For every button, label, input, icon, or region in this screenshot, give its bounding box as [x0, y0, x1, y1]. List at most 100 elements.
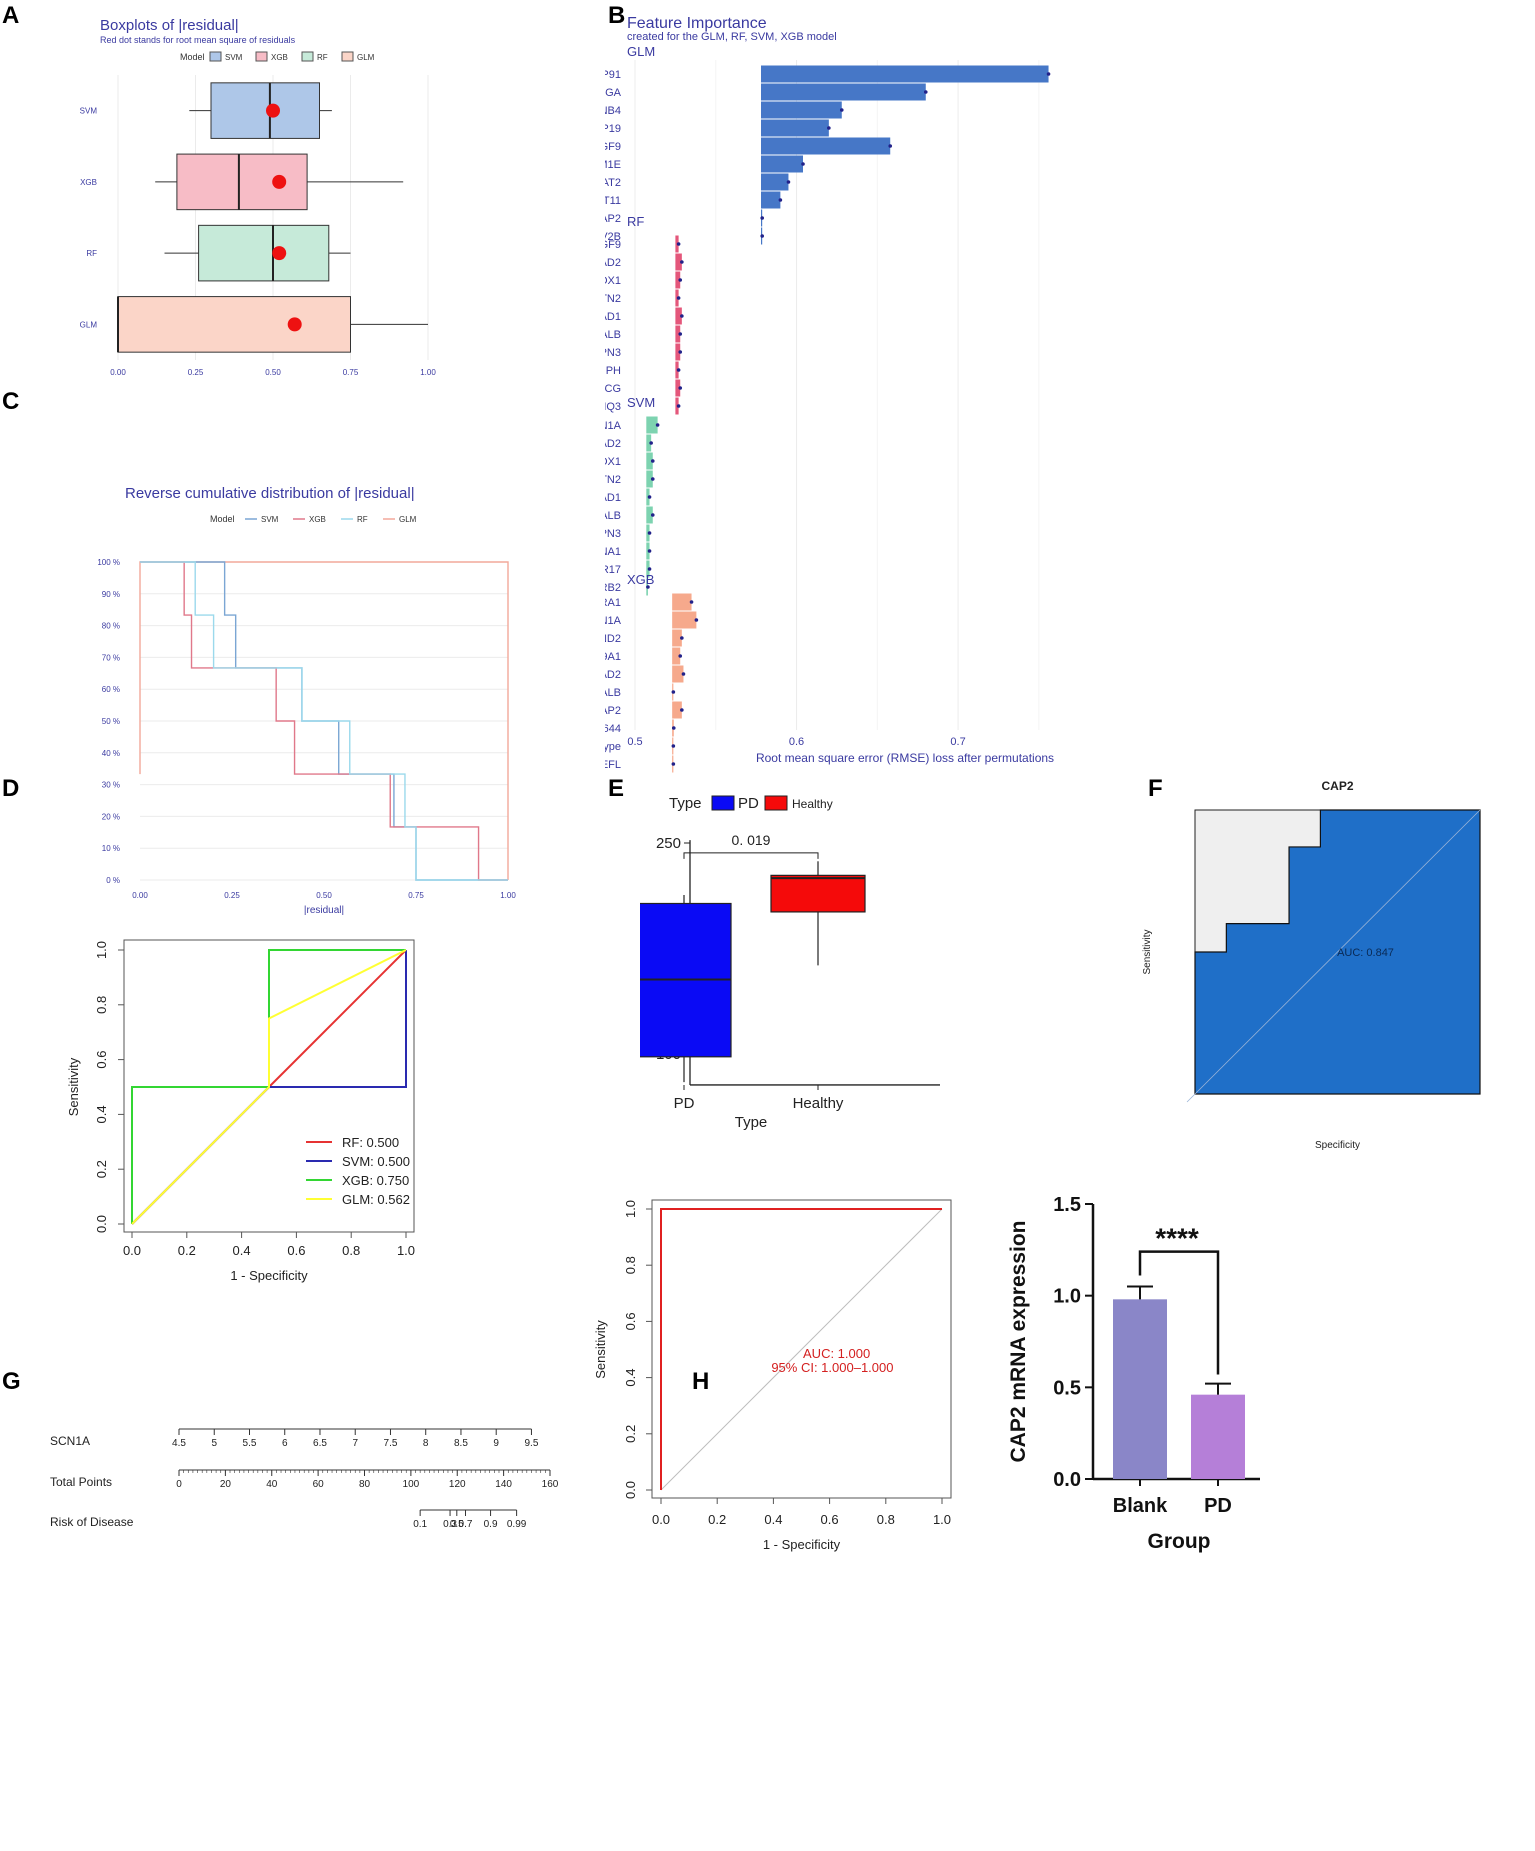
cdf-line-xgb — [140, 561, 508, 881]
bar-pd — [1191, 1394, 1245, 1479]
feature-label: MLLT11 — [605, 195, 621, 207]
feature-label: PPM1E — [605, 159, 621, 171]
cdf-line-rf — [140, 561, 508, 881]
y-tick-label: 0.0 — [1053, 1469, 1081, 1491]
boxplot-residual-chart: Boxplots of |residual|Red dot stands for… — [80, 17, 437, 377]
y-tick-label: 1.0 — [94, 941, 109, 959]
tick-label: 40 — [266, 1479, 278, 1490]
legend-swatch-glm — [341, 51, 354, 62]
y-tick-label: 0.8 — [94, 996, 109, 1014]
feature-label: KCNA1 — [605, 546, 621, 558]
x-tick-label: 0.75 — [343, 368, 359, 377]
y-tick-label: 0.4 — [623, 1369, 638, 1387]
x-axis-label: Root mean square error (RMSE) loss after… — [756, 751, 1054, 765]
x-tick-label: 0.00 — [110, 368, 126, 377]
y-tick-label: 60 % — [102, 685, 120, 694]
x-tick-label: 0.4 — [233, 1243, 251, 1258]
diagonal-reference — [1186, 809, 1481, 1103]
feature-point — [649, 441, 653, 445]
y-tick-label: 0.8 — [623, 1256, 638, 1274]
feature-point — [678, 278, 683, 282]
feature-label: EPN3 — [605, 347, 621, 359]
y-tick-label: 100 % — [97, 558, 120, 567]
x-tick-label: 0.2 — [178, 1243, 196, 1258]
feature-bar — [675, 271, 681, 289]
y-tick-label: 0.2 — [94, 1160, 109, 1178]
feature-point — [650, 477, 655, 481]
x-tick-label: 0.7 — [950, 736, 965, 748]
feature-label: SNAP91 — [605, 69, 621, 81]
y-tick-label: 0 % — [106, 876, 120, 885]
y-tick-label: 30 % — [102, 781, 120, 790]
cap2-expression-bar-chart: 0.0 0.5 1.0 1.5 CAP2 mRNA expression Blank PD G… — [1007, 1194, 1260, 1553]
row-label: Total Points — [50, 1475, 112, 1489]
feature-bar — [761, 83, 926, 101]
panel-letter-c: C — [2, 388, 20, 415]
feature-point — [676, 368, 681, 372]
feature-bar — [646, 434, 652, 452]
x-tick-label: PD — [1204, 1495, 1232, 1517]
x-tick-label: Healthy — [793, 1095, 844, 1112]
box-glm — [117, 296, 351, 353]
cap2-type-boxplot: 100150200250CAP2PDHealthyType0. 019TypeP… — [640, 795, 940, 1131]
feature-bar — [761, 101, 842, 119]
legend-label-rf: RF — [357, 515, 368, 524]
tick-label: 60 — [313, 1479, 325, 1490]
feature-label: CAP2 — [605, 213, 621, 225]
chart-title: Feature Importance — [627, 15, 767, 32]
feature-label: KIAA1644 — [605, 723, 621, 735]
y-tick-label: 1.5 — [1053, 1194, 1081, 1216]
feature-point — [650, 459, 655, 463]
feature-label: GAD2 — [605, 438, 621, 450]
x-tick-label: 0.0 — [652, 1512, 670, 1527]
diagonal-reference — [660, 1208, 943, 1491]
feature-bar — [761, 137, 891, 155]
nomogram-chart: Points0102030405060708090100KCND25.59CAP… — [50, 1428, 559, 1530]
feature-label: CLSTN2 — [605, 293, 621, 305]
feature-point — [646, 585, 650, 589]
feature-label: NMNAT2 — [605, 177, 621, 189]
feature-point — [1046, 72, 1051, 76]
y-tick-label: 70 % — [102, 653, 120, 662]
rms-point — [272, 246, 287, 261]
panel-letter-f: F — [1148, 775, 1163, 802]
feature-point — [655, 423, 660, 427]
feature-point — [680, 708, 684, 712]
tick-label: 0.1 — [413, 1519, 427, 1530]
legend-label: RF: 0.500 — [342, 1135, 399, 1150]
feature-point — [647, 567, 652, 571]
feature-point — [888, 144, 893, 148]
tick-label: 20 — [220, 1479, 232, 1490]
legend-label-svm: SVM — [225, 53, 243, 62]
y-axis-label: Sensitivity — [66, 1057, 81, 1116]
legend-title: Type — [669, 795, 702, 812]
feature-label: FGF9 — [605, 239, 621, 251]
feature-point — [676, 242, 681, 246]
feature-point — [786, 180, 791, 184]
auc-label: AUC: 1.000 — [803, 1346, 870, 1361]
x-axis-label: |residual| — [304, 905, 344, 916]
feature-point — [671, 744, 676, 748]
y-tick-label: 0.0 — [623, 1481, 638, 1499]
y-tick-label: 1.0 — [1053, 1286, 1081, 1308]
legend-title: Model — [210, 514, 235, 524]
tick-label: 5 — [211, 1438, 217, 1449]
legend-label-xgb: XGB — [309, 515, 326, 524]
panel-letter-b: B — [608, 2, 626, 29]
box-svm — [210, 82, 320, 139]
feature-bar — [675, 307, 682, 325]
x-tick-label: 0.50 — [265, 368, 281, 377]
tick-label: 7 — [352, 1438, 358, 1449]
legend-title: Model — [180, 52, 205, 62]
feature-point — [689, 600, 694, 604]
panel-letter-d: D — [2, 775, 20, 802]
feature-point — [671, 690, 676, 694]
roc-line-glm — [131, 949, 407, 1225]
feature-label: Type — [605, 741, 621, 753]
x-tick-label: 0.6 — [821, 1512, 839, 1527]
feature-bar — [646, 416, 658, 434]
tick-label: 0.3 — [443, 1519, 457, 1530]
feature-label: FGF9 — [605, 141, 621, 153]
feature-point — [760, 216, 764, 220]
